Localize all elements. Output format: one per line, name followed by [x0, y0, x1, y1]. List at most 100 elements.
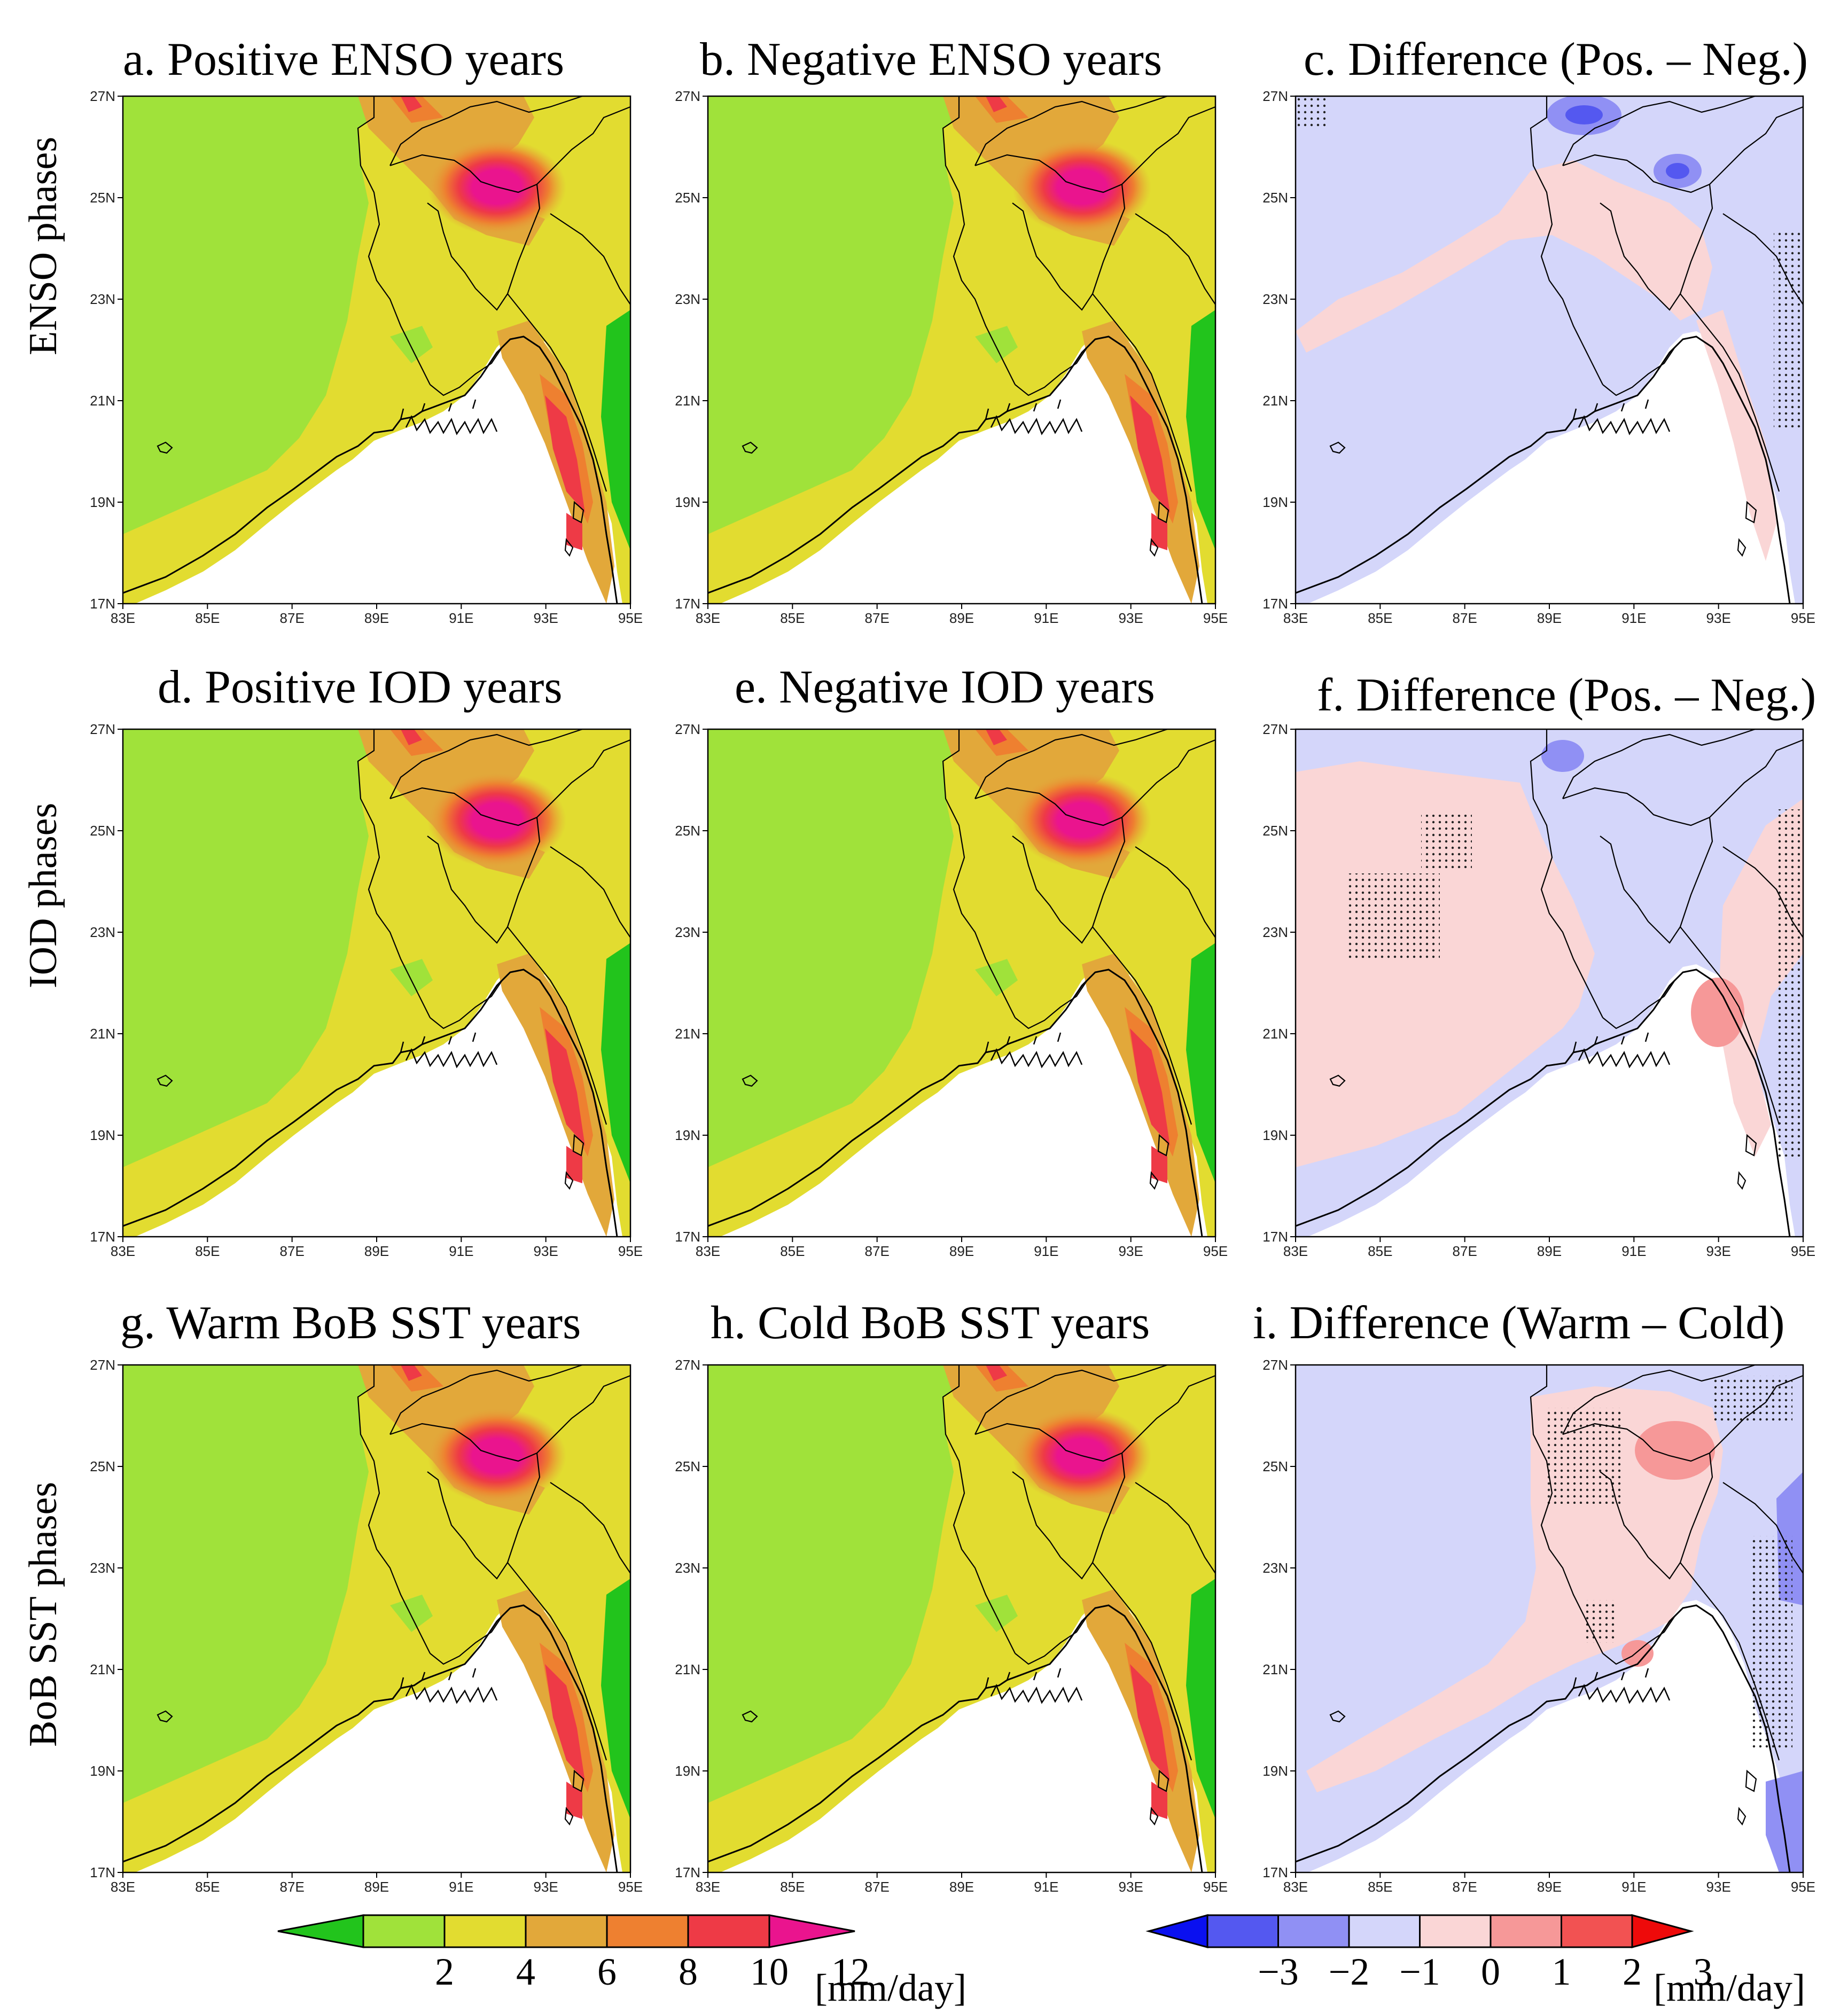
colorbar-mean: 2 4 6 8 10 12	[277, 1914, 870, 1993]
coastline	[708, 969, 1203, 1237]
country-border	[1121, 739, 1215, 818]
colorbar-tick-label: 2	[435, 1950, 454, 1993]
country-border	[1562, 96, 1756, 166]
coastline	[123, 335, 618, 604]
lat-tick-label: 19N	[675, 494, 700, 510]
lon-tick-label: 83E	[696, 1879, 720, 1895]
lon-tick-label: 93E	[1706, 1879, 1731, 1895]
lat-tick-label: 17N	[90, 1229, 115, 1245]
significance-stipple	[1296, 96, 1328, 128]
green-patch	[390, 1595, 433, 1632]
lat-tick-label: 27N	[675, 721, 700, 737]
lon-tick-label: 87E	[280, 1243, 305, 1259]
country-border	[430, 1615, 503, 1665]
country-border	[1092, 293, 1192, 492]
island-outline	[564, 1171, 574, 1190]
lon-tick-label: 91E	[1621, 1879, 1646, 1895]
country-border	[1012, 836, 1061, 922]
lon-tick-label: 95E	[618, 1879, 643, 1895]
country-border	[942, 729, 1016, 1018]
dark-green-zone	[1186, 1579, 1215, 1819]
lon-tick-label: 89E	[1537, 1243, 1562, 1259]
country-border	[507, 1562, 607, 1761]
red-zone	[986, 729, 1007, 745]
island-outline	[157, 1074, 173, 1087]
dark-green-zone	[601, 943, 630, 1183]
river-delta	[985, 1668, 1083, 1704]
lon-tick-label: 87E	[865, 610, 890, 626]
country-border	[357, 729, 431, 1018]
red-zone	[545, 1664, 585, 1782]
lon-tick-label: 89E	[364, 1243, 389, 1259]
lat-tick-label: 19N	[1262, 1763, 1288, 1779]
lat-tick-label: 27N	[1262, 721, 1288, 737]
lat-tick-label: 27N	[675, 1357, 700, 1373]
lat-tick-label: 19N	[675, 1763, 700, 1779]
coastline	[1296, 1604, 1791, 1872]
lon-tick-label: 89E	[949, 610, 974, 626]
country-border	[536, 1375, 630, 1454]
lon-tick-label: 93E	[1119, 610, 1143, 626]
lat-tick-label: 17N	[90, 596, 115, 612]
red-zone	[986, 1365, 1007, 1381]
island-outline	[1149, 1807, 1159, 1826]
country-border	[1012, 1471, 1061, 1558]
significance-stipple	[1421, 815, 1472, 868]
lon-tick-label: 85E	[780, 610, 805, 626]
panel-f-title: f. Difference (Pos. – Neg.)	[1317, 669, 1816, 721]
colorbar-tick-label: 6	[597, 1950, 617, 1993]
panel-d-title: d. Positive IOD years	[158, 661, 563, 713]
row-label-bob: BoB SST phases	[21, 1482, 65, 1747]
country-border	[1680, 926, 1780, 1125]
country-border	[1709, 1375, 1803, 1454]
positive-anomaly	[1621, 1640, 1654, 1667]
river-delta	[400, 1668, 498, 1704]
lat-tick-label: 19N	[1262, 494, 1288, 510]
positive-anomaly	[1296, 761, 1595, 1167]
colorbar-mean-unit: [mm/day]	[815, 1966, 966, 2009]
lon-tick-label: 85E	[195, 1879, 220, 1895]
red-zone	[401, 96, 422, 112]
lat-tick-label: 23N	[675, 1560, 700, 1576]
panel-e-title: e. Negative IOD years	[735, 661, 1155, 713]
country-border	[1121, 106, 1215, 185]
country-border	[974, 154, 1122, 193]
country-border	[1060, 1453, 1126, 1580]
orange-zone	[497, 1589, 614, 1872]
river-delta	[985, 1032, 1083, 1068]
country-border	[389, 729, 583, 799]
river-delta	[1572, 399, 1671, 435]
colorbar-diff: −3 −2 −1 0 1 2 3	[1145, 1914, 1713, 1993]
negative-anomaly	[1666, 163, 1689, 179]
country-border	[1135, 213, 1215, 305]
red-zone	[986, 96, 1007, 112]
country-border	[1135, 846, 1215, 938]
orange-red-zone	[390, 96, 443, 123]
lon-tick-label: 83E	[1283, 1243, 1308, 1259]
lon-tick-label: 95E	[618, 1243, 643, 1259]
island-outline	[1737, 1807, 1746, 1826]
country-border	[389, 787, 537, 826]
lat-tick-label: 27N	[90, 1357, 115, 1373]
orange-zone	[497, 321, 614, 604]
country-border	[1060, 184, 1126, 311]
lat-tick-label: 25N	[1262, 190, 1288, 206]
dark-green-zone	[601, 310, 630, 550]
coastline	[1296, 969, 1791, 1237]
light-green-zone	[708, 729, 959, 1167]
lat-tick-label: 23N	[90, 1560, 115, 1576]
panel-b-title: b. Negative ENSO years	[700, 34, 1162, 85]
positive-anomaly	[1691, 978, 1744, 1047]
red-zone	[545, 395, 585, 513]
orange-zone	[1082, 321, 1199, 604]
lat-tick-label: 23N	[90, 291, 115, 307]
significance-stipple	[1774, 230, 1803, 427]
lon-tick-label: 87E	[865, 1879, 890, 1895]
lon-tick-label: 89E	[364, 1879, 389, 1895]
lat-tick-label: 21N	[90, 1026, 115, 1042]
country-border	[507, 293, 607, 492]
colorbar-tick-label: 3	[1694, 1950, 1713, 1993]
lon-tick-label: 85E	[1368, 610, 1392, 626]
lon-tick-label: 95E	[618, 610, 643, 626]
